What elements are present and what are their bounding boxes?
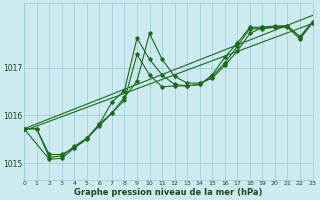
X-axis label: Graphe pression niveau de la mer (hPa): Graphe pression niveau de la mer (hPa) bbox=[74, 188, 262, 197]
